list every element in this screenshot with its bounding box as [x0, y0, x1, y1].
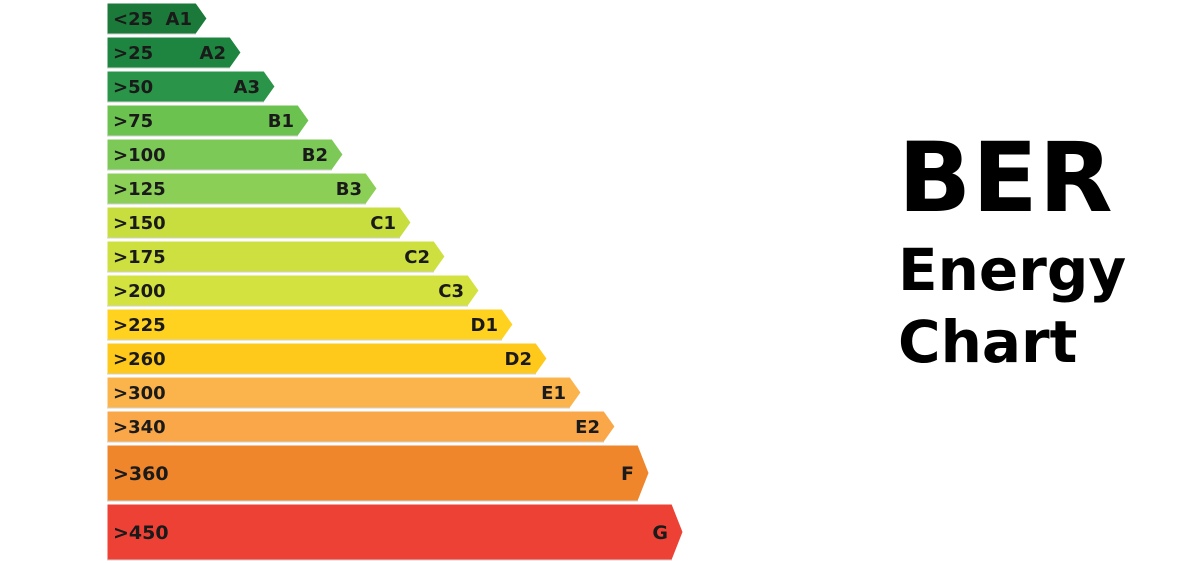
band-arrow-g	[106, 503, 684, 561]
band-range-label: >340	[113, 417, 166, 438]
band-range-label: >100	[113, 145, 166, 166]
rating-band-f: >360 F	[106, 444, 650, 502]
band-range-label: >125	[113, 179, 166, 200]
band-range-label: >25	[113, 43, 153, 64]
band-arrow-a1	[106, 2, 208, 35]
band-range-label: >300	[113, 383, 166, 404]
band-range-label: >360	[113, 463, 169, 485]
rating-band-g: >450 G	[106, 503, 684, 561]
band-range-label: >150	[113, 213, 166, 234]
band-arrow-c2	[106, 240, 446, 273]
band-range-label: <25	[113, 9, 153, 30]
band-arrow-d1	[106, 308, 514, 341]
title-energy: Energy	[898, 236, 1127, 304]
band-grade-label: A2	[200, 43, 226, 64]
band-range-label: >225	[113, 315, 166, 336]
rating-band-c3: >200 C3	[106, 274, 480, 307]
rating-band-d2: >260 D2	[106, 342, 548, 375]
band-grade-label: G	[652, 522, 668, 544]
band-grade-label: D2	[505, 349, 532, 370]
band-grade-label: B1	[268, 111, 294, 132]
chart-title: BER Energy Chart	[898, 122, 1198, 378]
band-range-label: >175	[113, 247, 166, 268]
band-grade-label: D1	[471, 315, 498, 336]
band-grade-label: A1	[166, 9, 192, 30]
band-grade-label: B2	[302, 145, 328, 166]
band-arrow-d2	[106, 342, 548, 375]
rating-band-b2: >100 B2	[106, 138, 344, 171]
title-ber: BER	[898, 122, 1114, 234]
title-chart: Chart	[898, 308, 1078, 376]
band-arrow-c1	[106, 206, 412, 239]
ber-rating-scale: <25 A1>25 A2>50 A3>75 B1>100 B2>125 B3>150 C1>1…	[106, 2, 684, 561]
band-arrow-e2	[106, 410, 616, 443]
band-grade-label: A3	[234, 77, 260, 98]
rating-band-b1: >75 B1	[106, 104, 310, 137]
rating-band-e1: >300 E1	[106, 376, 582, 409]
rating-band-c1: >150 C1	[106, 206, 412, 239]
band-range-label: >75	[113, 111, 153, 132]
band-arrow-b3	[106, 172, 378, 205]
rating-band-a1: <25 A1	[106, 2, 208, 35]
band-arrow-b1	[106, 104, 310, 137]
band-grade-label: C1	[370, 213, 396, 234]
rating-band-a3: >50 A3	[106, 70, 276, 103]
band-arrow-c3	[106, 274, 480, 307]
band-arrow-e1	[106, 376, 582, 409]
band-grade-label: E1	[541, 383, 566, 404]
rating-band-e2: >340 E2	[106, 410, 616, 443]
rating-band-c2: >175 C2	[106, 240, 446, 273]
rating-band-a2: >25 A2	[106, 36, 242, 69]
band-arrow-a3	[106, 70, 276, 103]
band-arrow-a2	[106, 36, 242, 69]
band-range-label: >50	[113, 77, 153, 98]
band-arrow-f	[106, 444, 650, 502]
band-grade-label: C3	[438, 281, 464, 302]
band-range-label: >260	[113, 349, 166, 370]
rating-band-d1: >225 D1	[106, 308, 514, 341]
band-grade-label: B3	[336, 179, 362, 200]
band-grade-label: E2	[575, 417, 600, 438]
band-grade-label: F	[621, 463, 634, 485]
rating-band-b3: >125 B3	[106, 172, 378, 205]
band-range-label: >200	[113, 281, 166, 302]
band-grade-label: C2	[404, 247, 430, 268]
band-range-label: >450	[113, 522, 169, 544]
band-arrow-b2	[106, 138, 344, 171]
